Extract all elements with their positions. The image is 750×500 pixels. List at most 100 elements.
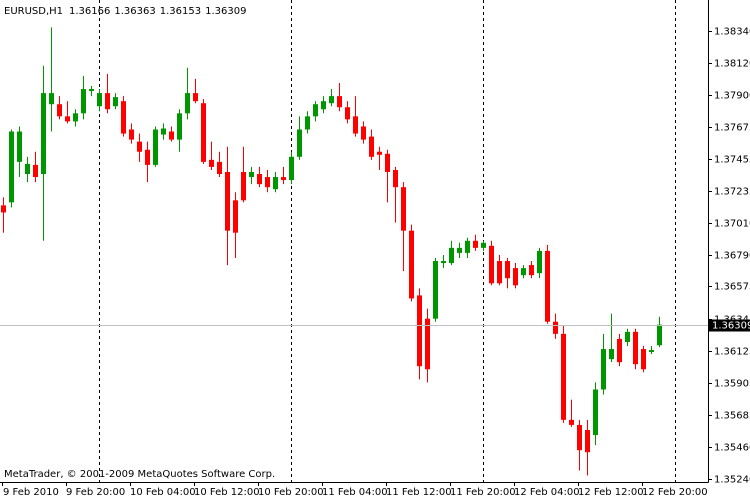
candle-body <box>321 101 326 110</box>
candle-body <box>97 93 102 107</box>
candle-body <box>569 419 574 425</box>
candle-body <box>137 141 142 152</box>
y-tick-label: 1.37010 <box>714 219 750 230</box>
candle-body <box>129 129 134 140</box>
x-tick-label: 12 Feb 20:00 <box>642 487 708 498</box>
candle-body <box>409 230 414 299</box>
candle-body <box>169 131 174 140</box>
candle-body <box>281 177 286 181</box>
candle-body <box>473 240 478 248</box>
x-tick-label: 10 Feb 04:00 <box>130 487 196 498</box>
candle-body <box>345 107 350 120</box>
candle-body <box>65 116 70 122</box>
candle-body <box>505 261 510 279</box>
y-tick-label: 1.37455 <box>714 155 750 166</box>
candle-body <box>465 240 470 253</box>
y-tick-label: 1.38340 <box>714 27 750 38</box>
candle-body <box>241 171 246 201</box>
candle-body <box>401 187 406 231</box>
candle-body <box>105 93 110 110</box>
candle-body <box>201 103 206 162</box>
y-tick-label: 1.35685 <box>714 411 750 422</box>
x-tick-label: 11 Feb 20:00 <box>450 487 516 498</box>
candle-body <box>233 200 238 233</box>
candle-body <box>577 424 582 451</box>
candle-body <box>393 169 398 188</box>
x-tick-label: 10 Feb 12:00 <box>194 487 260 498</box>
symbol: EURUSD,H1 <box>4 6 63 17</box>
candle-body <box>161 128 166 135</box>
candle-body <box>441 261 446 264</box>
candle-body <box>625 331 630 342</box>
candle-body <box>9 131 14 203</box>
candle-body <box>289 156 294 181</box>
candle-body <box>593 389 598 436</box>
y-tick-label: 1.35905 <box>714 379 750 390</box>
candle-body <box>113 97 118 107</box>
candle-body <box>601 349 606 390</box>
candle-body <box>481 242 486 248</box>
current-price-label: 1.36309 <box>712 321 750 332</box>
candle-body <box>25 163 30 175</box>
header-high: 1.36363 <box>114 6 155 17</box>
candle-body <box>545 250 550 322</box>
candle-body <box>497 261 502 284</box>
candle-body <box>193 93 198 102</box>
candle-body <box>89 89 94 92</box>
candle-body <box>369 136 374 157</box>
x-tick-label: 11 Feb 12:00 <box>386 487 452 498</box>
current-price-box <box>709 319 750 332</box>
header-low: 1.36153 <box>160 6 201 17</box>
candle-body <box>265 177 270 188</box>
candle-body <box>177 113 182 140</box>
candle-body <box>561 333 566 420</box>
candle-body <box>385 153 390 172</box>
candle-body <box>73 113 78 122</box>
candle-body <box>17 131 22 162</box>
candle-body <box>641 349 646 370</box>
candle-body <box>209 159 214 167</box>
candle-body <box>337 96 342 108</box>
y-tick-label: 1.35460 <box>714 443 750 454</box>
candle-body <box>649 350 654 353</box>
candle-body <box>217 161 222 175</box>
candle-body <box>553 321 558 334</box>
candle-body <box>145 149 150 165</box>
header-close: 1.36309 <box>205 6 246 17</box>
y-tick-label: 1.37235 <box>714 187 750 198</box>
candle-body <box>489 245 494 284</box>
candle-body <box>297 129 302 157</box>
candle-body <box>305 116 310 130</box>
candle-body <box>457 247 462 253</box>
x-tick-label: 12 Feb 12:00 <box>578 487 644 498</box>
candle-body <box>433 261 438 319</box>
candles <box>1 27 662 476</box>
candle-body <box>329 96 334 104</box>
candle-body <box>529 265 534 276</box>
y-tick-label: 1.36575 <box>714 282 750 293</box>
candle-body <box>521 268 526 276</box>
candle-body <box>361 126 366 140</box>
x-tick-label: 11 Feb 04:00 <box>322 487 388 498</box>
candle-body <box>81 89 86 114</box>
candle-body <box>313 104 318 117</box>
candle-body <box>449 247 454 264</box>
candle-body <box>353 116 358 134</box>
y-tick-label: 1.36125 <box>714 347 750 358</box>
candle-body <box>609 349 614 360</box>
candle-body <box>185 93 190 114</box>
candle-body <box>249 171 254 178</box>
y-tick-label: 1.38120 <box>714 59 750 70</box>
candle-body <box>633 331 638 365</box>
candle-body <box>49 93 54 105</box>
x-tick-label: 10 Feb 20:00 <box>258 487 324 498</box>
candle-body <box>425 318 430 370</box>
candle-body <box>1 205 6 213</box>
candle-body <box>617 338 622 363</box>
candle-body <box>257 174 262 185</box>
x-tick-label: 9 Feb 2010 <box>3 487 59 498</box>
y-tick-label: 1.37675 <box>714 123 750 134</box>
